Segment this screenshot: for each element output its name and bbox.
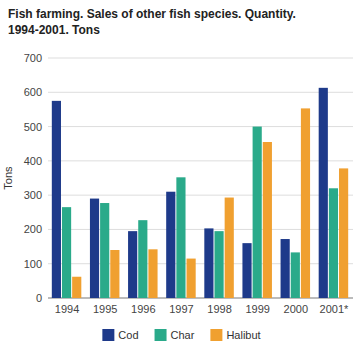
bar: [204, 228, 213, 298]
x-tick-label: 2000: [284, 303, 308, 315]
legend-swatch: [210, 329, 222, 341]
legend-label: Cod: [118, 329, 138, 341]
x-tick-label: 2001*: [320, 303, 349, 315]
bar: [281, 239, 290, 298]
x-tick-label: 1996: [131, 303, 155, 315]
y-tick-label: 100: [24, 258, 42, 270]
bar: [301, 108, 310, 298]
y-tick-label: 500: [24, 121, 42, 133]
bar: [339, 168, 348, 298]
legend-swatch: [102, 329, 114, 341]
bar: [214, 231, 223, 298]
x-tick-label: 1998: [207, 303, 231, 315]
bar: [128, 231, 137, 298]
bars: [52, 88, 348, 298]
bar: [166, 192, 175, 298]
bar: [242, 243, 251, 298]
grid-line: [48, 58, 353, 59]
bar: [148, 249, 157, 298]
bar: [110, 250, 119, 298]
y-tick-label: 400: [24, 155, 42, 167]
bar: [100, 203, 109, 298]
legend-label: Char: [171, 329, 195, 341]
legend-item: Halibut: [210, 329, 260, 341]
bar: [253, 127, 262, 298]
legend-item: Cod: [102, 329, 138, 341]
bar: [187, 259, 196, 298]
chart: Fish farming. Sales of other fish specie…: [0, 0, 363, 360]
y-tick-label: 300: [24, 189, 42, 201]
y-axis: 0 100 200 300 400 500 600 700: [24, 52, 353, 304]
y-tick-label: 600: [24, 86, 42, 98]
bar: [72, 277, 81, 298]
legend-swatch: [155, 329, 167, 341]
y-tick-label: 200: [24, 223, 42, 235]
x-tick-label: 1995: [93, 303, 117, 315]
y-axis-label: Tons: [2, 166, 14, 190]
legend-item: Char: [155, 329, 195, 341]
bar: [176, 177, 185, 298]
title: Fish farming. Sales of other fish specie…: [8, 7, 296, 21]
legend: Cod Char Halibut: [102, 329, 260, 341]
bar: [138, 220, 147, 298]
legend-label: Halibut: [226, 329, 260, 341]
bar: [90, 199, 99, 298]
grid-line: [48, 92, 353, 93]
x-axis: 1994 1995 1996 1997 1998 1999 2000 2001*: [55, 303, 349, 315]
y-tick-label: 700: [24, 52, 42, 64]
x-tick-label: 1997: [169, 303, 193, 315]
bar: [329, 188, 338, 298]
bar: [62, 207, 71, 298]
x-tick-label: 1999: [245, 303, 269, 315]
y-tick-label: 0: [36, 292, 42, 304]
bar: [319, 88, 328, 298]
subtitle: 1994-2001. Tons: [8, 23, 100, 37]
x-tick-label: 1994: [55, 303, 79, 315]
bar: [225, 198, 234, 298]
bar: [291, 252, 300, 298]
chart-container: Fish farming. Sales of other fish specie…: [0, 0, 363, 360]
bar: [263, 142, 272, 298]
bar: [52, 101, 61, 298]
